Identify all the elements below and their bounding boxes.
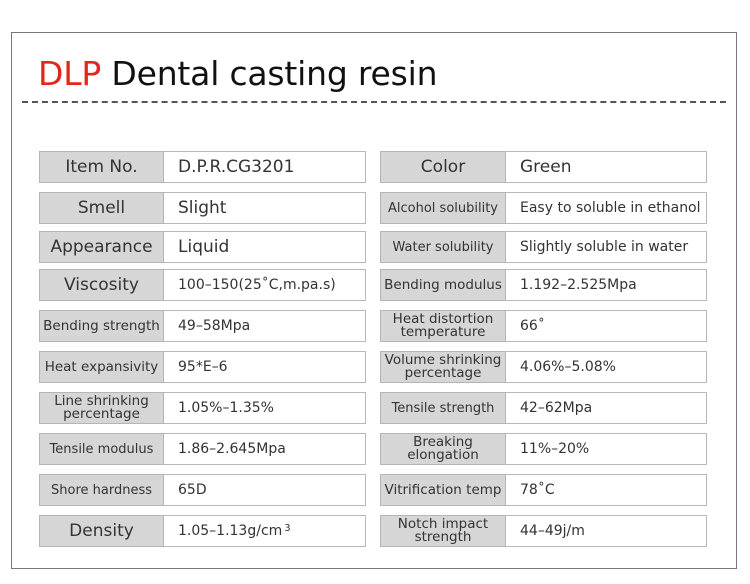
spec-value: Slight <box>164 192 366 224</box>
spec-value: 1.05–1.13g/cm 3 <box>164 515 366 547</box>
spec-row-water-solubility: Water solubility Slightly soluble in wat… <box>380 231 707 263</box>
spec-value: 4.06%–5.08% <box>506 351 707 383</box>
spec-label: Bending modulus <box>380 269 506 301</box>
spec-row-smell: Smell Slight <box>39 192 366 224</box>
spec-row-tensile-modulus: Tensile modulus 1.86–2.645Mpa <box>39 433 366 465</box>
spec-label: Heat distortion temperature <box>380 310 506 342</box>
spec-value: 11%–20% <box>506 433 707 465</box>
spec-value: 100–150(25˚C,m.pa.s) <box>164 269 366 301</box>
page-title: DLP Dental casting resin <box>38 54 437 94</box>
spec-sheet-frame <box>11 32 737 569</box>
spec-label: Viscosity <box>39 269 164 301</box>
spec-row-breaking-elongation: Breaking elongation 11%–20% <box>380 433 707 465</box>
spec-label: Volume shrinking percentage <box>380 351 506 383</box>
spec-row-tensile-strength: Tensile strength 42–62Mpa <box>380 392 707 424</box>
spec-label: Water solubility <box>380 231 506 263</box>
spec-row-viscosity: Viscosity 100–150(25˚C,m.pa.s) <box>39 269 366 301</box>
spec-row-item-no: Item No. D.P.R.CG3201 <box>39 151 366 183</box>
spec-row-heat-expansivity: Heat expansivity 95*E–6 <box>39 351 366 383</box>
spec-label: Alcohol solubility <box>380 192 506 224</box>
spec-row-alcohol-solubility: Alcohol solubility Easy to soluble in et… <box>380 192 707 224</box>
spec-value: 95*E–6 <box>164 351 366 383</box>
spec-row-density: Density 1.05–1.13g/cm 3 <box>39 515 366 547</box>
spec-row-vitrification-temp: Vitrification temp 78˚C <box>380 474 707 506</box>
spec-label: Color <box>380 151 506 183</box>
spec-label: Vitrification temp <box>380 474 506 506</box>
spec-row-shore-hardness: Shore hardness 65D <box>39 474 366 506</box>
spec-value: 1.05%–1.35% <box>164 392 366 424</box>
spec-label: Breaking elongation <box>380 433 506 465</box>
spec-label: Heat expansivity <box>39 351 164 383</box>
spec-value: 44–49j/m <box>506 515 707 547</box>
spec-label: Shore hardness <box>39 474 164 506</box>
spec-value: Slightly soluble in water <box>506 231 707 263</box>
title-divider <box>22 101 726 103</box>
spec-row-line-shrinking: Line shrinking percentage 1.05%–1.35% <box>39 392 366 424</box>
spec-value: D.P.R.CG3201 <box>164 151 366 183</box>
spec-label: Line shrinking percentage <box>39 392 164 424</box>
spec-row-color: Color Green <box>380 151 707 183</box>
spec-value: 65D <box>164 474 366 506</box>
spec-label: Smell <box>39 192 164 224</box>
spec-row-volume-shrinking: Volume shrinking percentage 4.06%–5.08% <box>380 351 707 383</box>
spec-row-bending-modulus: Bending modulus 1.192–2.525Mpa <box>380 269 707 301</box>
spec-label: Item No. <box>39 151 164 183</box>
spec-label: Bending strength <box>39 310 164 342</box>
spec-value: 49–58Mpa <box>164 310 366 342</box>
spec-value: Easy to soluble in ethanol <box>506 192 707 224</box>
spec-value: 1.86–2.645Mpa <box>164 433 366 465</box>
spec-row-heat-distortion: Heat distortion temperature 66˚ <box>380 310 707 342</box>
density-value: 1.05–1.13g/cm <box>178 523 283 539</box>
spec-label: Appearance <box>39 231 164 263</box>
spec-row-appearance: Appearance Liquid <box>39 231 366 263</box>
spec-value: Liquid <box>164 231 366 263</box>
spec-value: 42–62Mpa <box>506 392 707 424</box>
spec-label: Notch impact strength <box>380 515 506 547</box>
spec-label: Tensile strength <box>380 392 506 424</box>
spec-value: 78˚C <box>506 474 707 506</box>
spec-label: Tensile modulus <box>39 433 164 465</box>
spec-value: 1.192–2.525Mpa <box>506 269 707 301</box>
title-accent: DLP <box>38 54 102 93</box>
title-text: Dental casting resin <box>111 54 438 93</box>
spec-value: 66˚ <box>506 310 707 342</box>
spec-value: Green <box>506 151 707 183</box>
density-superscript: 3 <box>284 522 291 534</box>
spec-label: Density <box>39 515 164 547</box>
spec-row-bending-strength: Bending strength 49–58Mpa <box>39 310 366 342</box>
spec-row-notch-impact: Notch impact strength 44–49j/m <box>380 515 707 547</box>
